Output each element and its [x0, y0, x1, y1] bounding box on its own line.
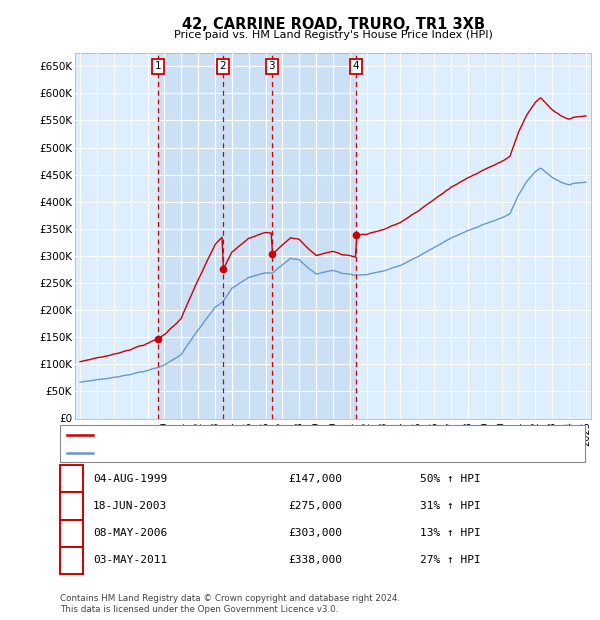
Text: 1: 1: [68, 474, 75, 484]
Text: £275,000: £275,000: [288, 501, 342, 511]
Text: 3: 3: [268, 61, 275, 71]
Text: HPI: Average price, detached house, Cornwall: HPI: Average price, detached house, Corn…: [98, 448, 336, 458]
Text: 2: 2: [68, 501, 75, 511]
Text: 18-JUN-2003: 18-JUN-2003: [93, 501, 167, 511]
Text: 3: 3: [68, 528, 75, 538]
Text: 4: 4: [352, 61, 359, 71]
Text: £147,000: £147,000: [288, 474, 342, 484]
Text: 27% ↑ HPI: 27% ↑ HPI: [420, 556, 481, 565]
Text: 04-AUG-1999: 04-AUG-1999: [93, 474, 167, 484]
Text: 1: 1: [154, 61, 161, 71]
Text: 4: 4: [68, 556, 75, 565]
Text: 13% ↑ HPI: 13% ↑ HPI: [420, 528, 481, 538]
Text: £303,000: £303,000: [288, 528, 342, 538]
Text: 31% ↑ HPI: 31% ↑ HPI: [420, 501, 481, 511]
Text: 2: 2: [220, 61, 226, 71]
Text: £338,000: £338,000: [288, 556, 342, 565]
Text: 42, CARRINE ROAD, TRURO, TR1 3XB: 42, CARRINE ROAD, TRURO, TR1 3XB: [182, 17, 485, 32]
Bar: [158, 53, 356, 419]
Text: 03-MAY-2011: 03-MAY-2011: [93, 556, 167, 565]
Text: Contains HM Land Registry data © Crown copyright and database right 2024.
This d: Contains HM Land Registry data © Crown c…: [60, 595, 400, 614]
Text: 42, CARRINE ROAD, TRURO, TR1 3XB (detached house): 42, CARRINE ROAD, TRURO, TR1 3XB (detach…: [98, 430, 386, 440]
Text: 08-MAY-2006: 08-MAY-2006: [93, 528, 167, 538]
Text: 50% ↑ HPI: 50% ↑ HPI: [420, 474, 481, 484]
Text: Price paid vs. HM Land Registry's House Price Index (HPI): Price paid vs. HM Land Registry's House …: [173, 30, 493, 40]
